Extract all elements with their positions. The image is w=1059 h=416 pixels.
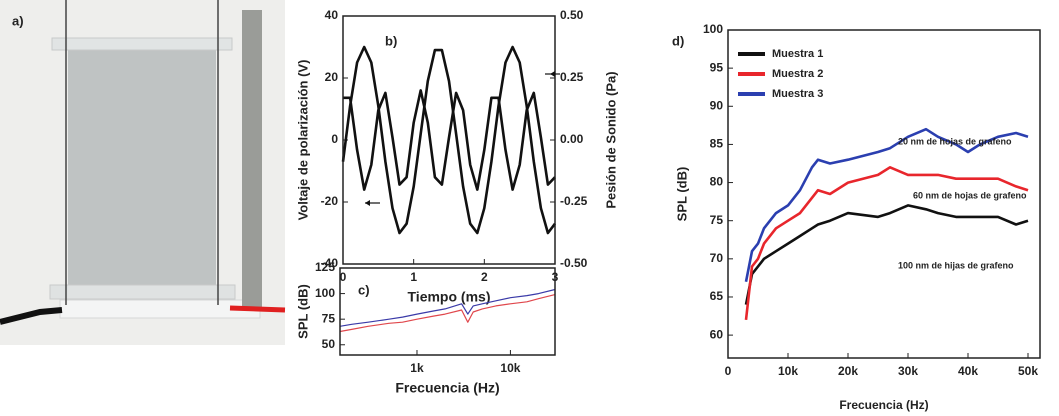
- film: [68, 40, 216, 305]
- y2-axis-label: Pesión de Sonido (Pa): [603, 71, 618, 208]
- y2-tick-label: 0.25: [560, 70, 584, 84]
- plot-frame: [342, 15, 556, 265]
- y-tick-label: 80: [710, 175, 724, 189]
- y-tick-label: 100: [703, 22, 723, 36]
- photo: a): [0, 0, 286, 345]
- legend-label: Muestra 1: [772, 48, 823, 60]
- series-line: [341, 45, 557, 235]
- annotation: 60 nm de hojas de grafeno: [913, 190, 1027, 200]
- y-axis-label: SPL (dB): [295, 284, 310, 339]
- series-line: [339, 294, 556, 333]
- y-tick-label: 90: [710, 98, 724, 112]
- y-tick-label: 95: [710, 60, 724, 74]
- annotation: 100 nm de hijas de grafeno: [898, 260, 1014, 270]
- series-line: [744, 204, 1029, 305]
- y-tick-label: 40: [325, 8, 339, 22]
- panel-label: d): [672, 33, 684, 48]
- y-axis-label: SPL (dB): [674, 167, 689, 222]
- legend-label: Muestra 3: [772, 88, 823, 100]
- y2-tick-label: 0.50: [560, 8, 584, 22]
- plot-frame: [727, 29, 1041, 359]
- x-tick-label: 0: [725, 364, 732, 378]
- y-tick-label: 70: [710, 251, 724, 265]
- y-tick-label: 85: [710, 137, 724, 151]
- y-tick-label: 0: [331, 132, 338, 146]
- chart: 60 65 70 75 80 85 90 95 100 0 10k 20k 30k 40k 50k d) Fre…: [672, 22, 1041, 412]
- x-tick-label: 20k: [838, 364, 858, 378]
- y2-tick-label: 0.00: [560, 132, 584, 146]
- series-line: [744, 127, 1029, 282]
- panel-label: b): [385, 33, 397, 48]
- y2-tick-label: -0.50: [560, 256, 588, 270]
- x-tick-label: 40k: [958, 364, 978, 378]
- series-line: [343, 89, 556, 191]
- panel-label: a): [12, 13, 24, 28]
- x-tick-label: 30k: [898, 364, 918, 378]
- cable: [229, 305, 286, 313]
- y-axis-label: Voltaje de polarización (V): [295, 60, 310, 221]
- y2-tick-label: -0.25: [560, 194, 588, 208]
- arrow-head: [550, 71, 555, 77]
- legend-label: Muestra 2: [772, 68, 823, 80]
- chart: 50 75 100 125 1k 10k c) Frecuencia (Hz) SPL (dB): [295, 260, 556, 396]
- panel-label: c): [358, 282, 370, 297]
- x-tick-label: 50k: [1018, 364, 1038, 378]
- x-axis-label: Tiempo (ms): [408, 289, 491, 305]
- x-axis-label: Frecuencia (Hz): [395, 380, 499, 396]
- bottom-clamp: [49, 284, 236, 300]
- series-line: [744, 166, 1029, 321]
- plot-frame: [339, 267, 556, 356]
- series-line: [339, 288, 556, 327]
- y-tick-label: 60: [710, 327, 724, 341]
- y-tick-label: 75: [710, 213, 724, 227]
- ruler: [242, 10, 262, 310]
- annotation: 20 nm de hojas de grafeno: [898, 136, 1012, 146]
- y-tick-label: 65: [710, 289, 724, 303]
- y-tick-label: 75: [322, 311, 336, 325]
- x-tick-label: 10k: [778, 364, 798, 378]
- y-tick-label: 20: [325, 70, 339, 84]
- cable: [0, 307, 63, 325]
- x-tick-label: 1: [410, 270, 417, 284]
- y-tick-label: 50: [322, 337, 336, 351]
- x-tick-label: 2: [481, 270, 488, 284]
- y-tick-label: -20: [321, 194, 339, 208]
- arrow-head: [365, 200, 370, 206]
- y-tick-label: 125: [315, 260, 335, 274]
- x-tick-label: 0: [340, 270, 347, 284]
- x-axis-label: Frecuencia (Hz): [839, 398, 928, 412]
- top-clamp: [51, 37, 233, 51]
- x-tick-label: 10k: [500, 361, 520, 375]
- y-tick-label: -40: [321, 256, 339, 270]
- y-tick-label: 100: [315, 286, 335, 300]
- x-tick-label: 1k: [410, 361, 424, 375]
